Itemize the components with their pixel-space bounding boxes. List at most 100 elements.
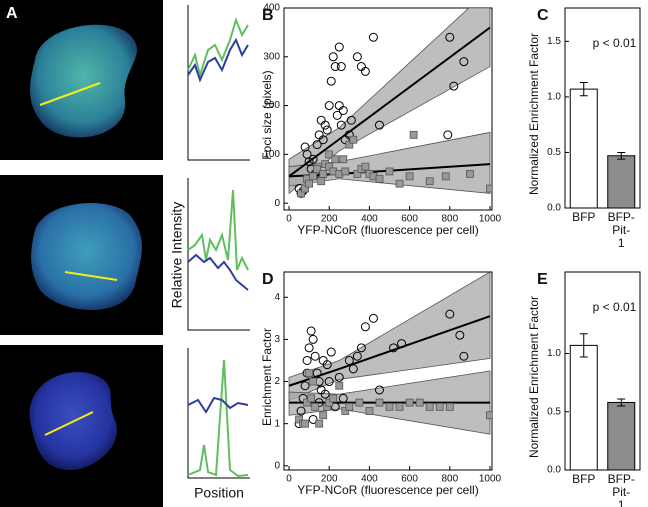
point bbox=[326, 347, 336, 357]
y-tick-label: 0 bbox=[274, 460, 280, 471]
point bbox=[374, 120, 384, 130]
point bbox=[356, 62, 366, 72]
x-tick-label: 0 bbox=[286, 474, 292, 485]
point bbox=[344, 355, 354, 365]
point bbox=[298, 393, 308, 403]
point bbox=[335, 381, 344, 390]
point bbox=[341, 167, 350, 176]
point bbox=[361, 162, 370, 171]
confidence-band bbox=[288, 131, 491, 194]
point bbox=[445, 402, 454, 411]
y-tick-label: 1.0 bbox=[547, 348, 561, 359]
x-tick-label: 1000 bbox=[479, 474, 502, 485]
y-tick-label: 300 bbox=[263, 51, 280, 62]
point bbox=[325, 162, 334, 171]
point bbox=[368, 32, 378, 42]
point bbox=[443, 130, 453, 140]
plot-frame bbox=[564, 271, 641, 471]
point bbox=[334, 372, 344, 382]
point bbox=[296, 188, 306, 198]
bar bbox=[569, 344, 598, 471]
point bbox=[307, 394, 316, 403]
y-tick-label: 100 bbox=[263, 149, 280, 160]
point bbox=[310, 351, 320, 361]
point bbox=[409, 130, 418, 139]
bar bbox=[607, 401, 636, 471]
point bbox=[295, 415, 303, 424]
point bbox=[385, 402, 394, 411]
y-tick-label: 0.0 bbox=[547, 203, 561, 214]
y-axis-label: Normalized Enrichment Factor bbox=[527, 296, 541, 458]
y-tick-label: 1 bbox=[274, 418, 280, 429]
point bbox=[311, 402, 320, 411]
point bbox=[349, 135, 358, 144]
point bbox=[449, 81, 459, 91]
annotation: p < 0.01 bbox=[593, 300, 637, 314]
x-tick-label: 400 bbox=[361, 214, 378, 225]
y-tick-label: 200 bbox=[263, 100, 280, 111]
point bbox=[374, 385, 384, 395]
error-bar bbox=[617, 398, 626, 407]
point bbox=[486, 411, 492, 420]
error-bar bbox=[617, 151, 626, 160]
point bbox=[425, 177, 434, 186]
point bbox=[338, 393, 348, 403]
point bbox=[305, 179, 314, 188]
plot-area bbox=[288, 272, 492, 435]
x-tick-label: 1000 bbox=[479, 214, 502, 225]
y-axis-label: Enrichment Factor bbox=[260, 328, 274, 426]
x-tick-label: 0 bbox=[286, 214, 292, 225]
point bbox=[328, 52, 338, 62]
point bbox=[425, 402, 434, 411]
x-tick-label: 400 bbox=[361, 474, 378, 485]
point bbox=[441, 172, 450, 181]
fit-line bbox=[288, 315, 491, 387]
point bbox=[308, 154, 318, 164]
point bbox=[326, 76, 336, 86]
x-axis-label: YFP-NCoR (fluorescence per cell) bbox=[297, 223, 478, 237]
point bbox=[300, 381, 310, 391]
point bbox=[316, 115, 326, 125]
y-axis-label: Relative Intensity bbox=[169, 202, 185, 309]
point bbox=[330, 62, 340, 72]
point bbox=[459, 351, 469, 361]
x-tick-label: BFP bbox=[572, 210, 595, 224]
point bbox=[346, 115, 356, 125]
point bbox=[345, 402, 354, 411]
panel-label: C bbox=[537, 7, 549, 24]
point bbox=[319, 169, 328, 178]
point bbox=[415, 398, 424, 407]
point bbox=[318, 135, 328, 145]
y-axis-label: Foci size (pixels) bbox=[260, 70, 274, 159]
point bbox=[355, 398, 364, 407]
x-axis-label: YFP-NCoR (fluorescence per cell) bbox=[297, 483, 478, 497]
point bbox=[314, 398, 324, 408]
point bbox=[345, 140, 354, 149]
point bbox=[324, 377, 334, 387]
point bbox=[338, 105, 348, 115]
x-tick-label: BFP-Pit-1 bbox=[608, 210, 635, 250]
point bbox=[348, 364, 358, 374]
y-axis-label: Normalized Enrichment Factor bbox=[527, 33, 541, 195]
point bbox=[325, 398, 334, 407]
point bbox=[435, 402, 444, 411]
point bbox=[331, 155, 340, 164]
panel-label: E bbox=[537, 271, 548, 288]
point bbox=[459, 57, 469, 67]
point bbox=[308, 414, 318, 424]
point bbox=[334, 101, 344, 111]
x-tick-label: 200 bbox=[321, 474, 338, 485]
point bbox=[465, 169, 474, 178]
point bbox=[352, 351, 362, 361]
x-tick-label: 200 bbox=[321, 214, 338, 225]
point bbox=[445, 32, 455, 42]
panel-label: B bbox=[262, 7, 274, 24]
point bbox=[352, 52, 362, 62]
point bbox=[329, 394, 338, 403]
bar bbox=[607, 155, 636, 209]
point bbox=[301, 184, 310, 193]
point bbox=[344, 130, 354, 140]
y-tick-label: 3 bbox=[274, 334, 280, 345]
bar bbox=[569, 88, 598, 209]
point bbox=[322, 125, 332, 135]
